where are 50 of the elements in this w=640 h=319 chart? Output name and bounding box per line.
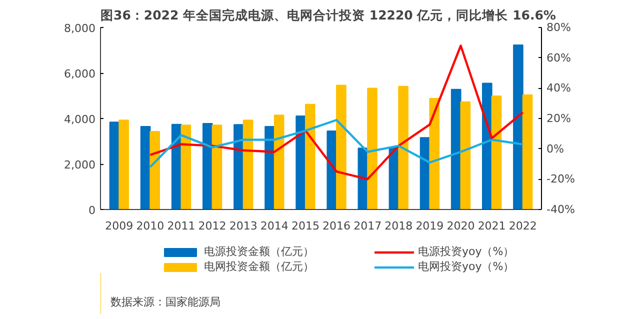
- x-tick-label: 2009: [105, 220, 134, 232]
- x-tick-label: 2017: [354, 220, 382, 232]
- bar: [336, 84, 346, 210]
- y-tick-label: 8,000: [64, 22, 96, 35]
- bar: [150, 130, 160, 210]
- line-series: [149, 44, 524, 180]
- bar: [491, 95, 502, 210]
- y2-tick-label: 0%: [546, 142, 564, 156]
- y2-tick-label: 60%: [546, 51, 571, 64]
- legend-label: 电源投资金额（亿元）: [204, 244, 315, 259]
- x-tick-label: 2013: [229, 220, 258, 232]
- chart-title: 图36：2022 年全国完成电源、电网合计投资 12220 亿元，同比增长 16.6%: [100, 8, 556, 22]
- x-tick-label: 2022: [508, 220, 537, 232]
- bar: [274, 114, 284, 210]
- y-tick-label: 2,000: [64, 158, 96, 172]
- legend-label: 电网投资yoy（%）: [418, 259, 516, 274]
- y-tick-label: 6,000: [64, 68, 96, 80]
- bar: [118, 120, 129, 210]
- y-tick-label: 0: [88, 204, 96, 217]
- y2-tick-label: 20%: [546, 112, 571, 125]
- source-note: 数据来源：国家能源局: [110, 296, 220, 308]
- y2-tick-label: 40%: [546, 82, 571, 95]
- y-tick-label: 4,000: [64, 113, 96, 126]
- x-tick-label: 2010: [136, 220, 164, 232]
- legend-label: 电网投资金额（亿元）: [204, 259, 315, 274]
- x-tick-label: 2012: [198, 220, 226, 232]
- bar: [242, 120, 254, 210]
- x-tick-label: 2021: [478, 220, 506, 232]
- bar: [460, 101, 471, 210]
- x-tick-label: 2016: [322, 220, 351, 232]
- bar: [450, 88, 462, 210]
- x-tick-label: 2014: [260, 220, 288, 232]
- line-series: [149, 118, 524, 168]
- bar: [398, 86, 408, 210]
- x-tick-label: 2018: [384, 220, 413, 232]
- y2-tick-label: -20%: [546, 172, 575, 186]
- x-tick-label: 2015: [291, 220, 320, 232]
- x-tick-label: 2011: [167, 220, 196, 232]
- bar: [304, 104, 316, 210]
- y2-tick-label: 80%: [546, 21, 571, 34]
- y2-tick-label: -40%: [546, 203, 575, 216]
- legend-label: 电源投资yoy（%）: [418, 244, 516, 259]
- bar: [367, 88, 378, 210]
- x-tick-label: 2020: [446, 220, 475, 232]
- bar: [522, 94, 533, 210]
- bar: [180, 124, 192, 210]
- x-tick-label: 2019: [416, 220, 444, 232]
- bar: [429, 98, 440, 210]
- bar: [212, 124, 222, 210]
- bar: [513, 44, 524, 210]
